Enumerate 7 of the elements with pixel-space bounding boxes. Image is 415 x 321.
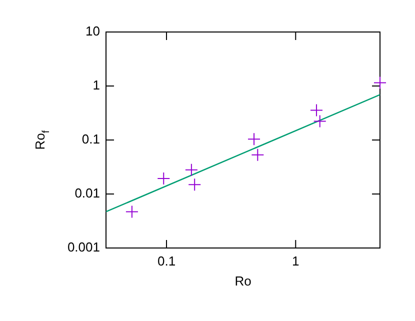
x-axis-title: Ro: [234, 274, 252, 289]
y-axis-title: Rof: [32, 130, 52, 150]
y-tick-label: 0.001: [67, 240, 100, 255]
y-tick-label: 0.1: [82, 132, 100, 147]
y-tick-label: 1: [92, 78, 100, 93]
y-tick-label: 0.01: [74, 186, 100, 201]
y-tick-label: 10: [86, 24, 100, 39]
